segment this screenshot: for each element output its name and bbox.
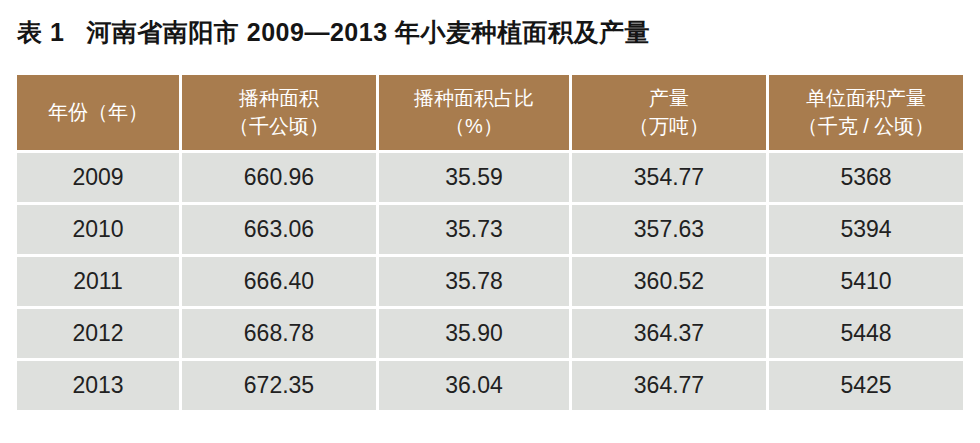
column-header-label: 播种面积占比 (414, 85, 534, 113)
column-header-5: 单位面积产量（千克 / 公顷） (769, 75, 963, 150)
table-cell-2012-col1: 2012 (17, 309, 179, 358)
table-cell-2010-col5: 5394 (769, 205, 963, 254)
page: 表 1 河南省南阳市 2009—2013 年小麦种植面积及产量 年份（年） 播种面积… (0, 0, 980, 443)
table-cell-2009-col3: 35.59 (379, 153, 569, 202)
column-header-unit: （千公顷） (229, 113, 329, 141)
table-cell-2012-col4: 364.37 (572, 309, 766, 358)
wheat-yield-table: 年份（年）播种面积（千公顷）播种面积占比（%）产量（万吨）单位面积产量（千克 /… (17, 75, 963, 410)
column-header-1: 年份（年） (17, 75, 179, 150)
table-cell-2011-col4: 360.52 (572, 257, 766, 306)
table-cell-2013-col2: 672.35 (182, 361, 376, 410)
table-cell-2011-col5: 5410 (769, 257, 963, 306)
table-cell-2010-col4: 357.63 (572, 205, 766, 254)
column-header-label: 播种面积 (239, 85, 319, 113)
column-header-label: 产量 (649, 85, 689, 113)
table-cell-2013-col4: 364.77 (572, 361, 766, 410)
table-cell-2010-col1: 2010 (17, 205, 179, 254)
table-number: 表 1 (17, 18, 64, 46)
table-cell-2009-col1: 2009 (17, 153, 179, 202)
table-cell-2011-col3: 35.78 (379, 257, 569, 306)
column-header-3: 播种面积占比（%） (379, 75, 569, 150)
table-cell-2010-col3: 35.73 (379, 205, 569, 254)
table-cell-2010-col2: 663.06 (182, 205, 376, 254)
table-cell-2009-col5: 5368 (769, 153, 963, 202)
table-cell-2009-col4: 354.77 (572, 153, 766, 202)
table-caption: 河南省南阳市 2009—2013 年小麦种植面积及产量 (86, 18, 650, 46)
table-cell-2009-col2: 660.96 (182, 153, 376, 202)
table-cell-2011-col2: 666.40 (182, 257, 376, 306)
table-cell-2013-col1: 2013 (17, 361, 179, 410)
column-header-label: 年份（年） (48, 99, 148, 127)
column-header-4: 产量（万吨） (572, 75, 766, 150)
table-cell-2012-col2: 668.78 (182, 309, 376, 358)
table-title: 表 1 河南省南阳市 2009—2013 年小麦种植面积及产量 (17, 16, 963, 49)
column-header-unit: （%） (445, 113, 503, 141)
table-cell-2012-col3: 35.90 (379, 309, 569, 358)
table-cell-2013-col3: 36.04 (379, 361, 569, 410)
column-header-2: 播种面积（千公顷） (182, 75, 376, 150)
table-cell-2013-col5: 5425 (769, 361, 963, 410)
table-cell-2011-col1: 2011 (17, 257, 179, 306)
column-header-unit: （千克 / 公顷） (798, 113, 935, 141)
column-header-label: 单位面积产量 (806, 85, 926, 113)
table-cell-2012-col5: 5448 (769, 309, 963, 358)
column-header-unit: （万吨） (629, 113, 709, 141)
